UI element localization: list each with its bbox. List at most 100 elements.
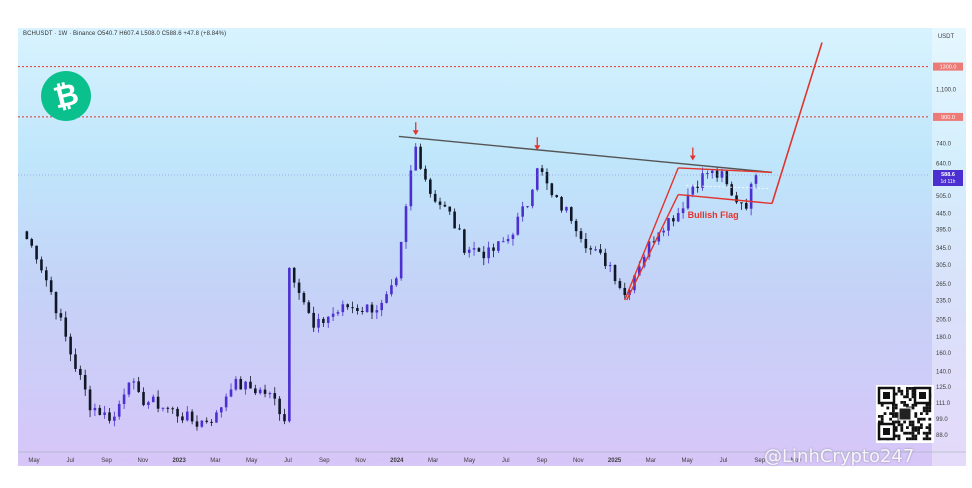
y-tick-label: 265.0 — [936, 282, 952, 288]
candle-body — [326, 316, 330, 323]
candle-body — [487, 247, 490, 259]
watermark: @LinhCrypto247 — [764, 446, 915, 467]
target-level-label: 900.0 — [941, 115, 955, 121]
y-tick-label: 505.0 — [936, 194, 952, 200]
candle-body — [604, 252, 607, 267]
price-chart: 1300.0 900.0 Bullish Flag USDT 1,100.0 740.… — [18, 28, 966, 466]
candle-body — [662, 230, 665, 233]
candle-body — [356, 307, 359, 311]
candle-body — [667, 218, 670, 231]
x-tick-label: Jul — [720, 458, 728, 464]
candle-body — [122, 394, 126, 404]
candle-body — [710, 170, 714, 174]
candle-body — [185, 411, 189, 421]
candle-body — [54, 292, 58, 314]
flag-upper-line — [678, 167, 773, 174]
candle-body — [195, 421, 199, 427]
candle-body — [59, 313, 63, 318]
candle-body — [69, 336, 72, 355]
x-tick-label: May — [681, 458, 692, 464]
x-tick-label: Sep — [537, 458, 548, 464]
candle-body — [754, 175, 758, 184]
x-tick-label: Jul — [502, 458, 510, 464]
candle-body — [715, 170, 719, 178]
candle-body — [497, 241, 500, 251]
candle-body — [701, 173, 704, 188]
x-tick-label: Sep — [319, 458, 330, 464]
candle-body — [531, 189, 534, 207]
candle-body — [137, 381, 140, 392]
y-tick-label: 345.0 — [936, 246, 952, 252]
candle-body — [555, 195, 559, 198]
candle-body — [501, 241, 505, 243]
candle-body — [234, 378, 238, 390]
candle-body — [744, 202, 748, 209]
candle-body — [370, 304, 374, 313]
candle-body — [156, 396, 160, 409]
x-tick-label: Mar — [210, 458, 220, 464]
candle-body — [40, 259, 43, 271]
candle-body — [696, 186, 699, 188]
candle-body — [254, 388, 257, 394]
candle-countdown-label: 1d 11h — [941, 179, 956, 185]
candle-body — [569, 207, 573, 221]
candle-body — [516, 216, 520, 235]
x-tick-label: May — [464, 458, 475, 464]
chart-panel[interactable]: BCHUSDT · 1W · Binance O540.7 H607.4 L50… — [18, 28, 966, 466]
candle-body — [117, 403, 121, 417]
down-arrow-head — [412, 130, 419, 136]
y-tick-label: 99.0 — [936, 417, 948, 423]
y-tick-label: 305.0 — [936, 263, 952, 269]
x-tick-label: Nov — [138, 458, 149, 464]
candle-body — [735, 195, 738, 203]
candle-body — [375, 310, 379, 313]
qr-code-icon — [876, 385, 934, 443]
candle-body — [297, 282, 301, 293]
candle-body — [429, 179, 432, 194]
candle-body — [419, 146, 422, 169]
candle-body — [589, 248, 593, 250]
x-tick-label: 2024 — [390, 458, 404, 464]
candle-body — [64, 317, 68, 337]
candle-body — [492, 247, 495, 251]
candle-body — [579, 231, 583, 239]
bullish-flag-label: Bullish Flag — [688, 210, 739, 220]
candle-body — [535, 168, 539, 190]
candle-body — [506, 238, 510, 242]
candle-body — [521, 206, 524, 217]
candle-body — [594, 249, 597, 251]
candle-body — [151, 396, 155, 403]
candle-body — [317, 318, 320, 328]
candle-body — [35, 245, 38, 260]
x-tick-label: Sep — [101, 458, 112, 464]
candle-body — [351, 307, 354, 309]
last-price-label: 588.6 — [941, 172, 955, 178]
candle-body — [229, 389, 233, 397]
candle-body — [273, 393, 277, 399]
candle-body — [210, 421, 213, 423]
symbol-label: BCHUSDT · 1W · Binance — [23, 31, 96, 37]
y-tick-label: 140.0 — [936, 369, 952, 375]
candle-body — [283, 414, 286, 422]
x-tick-label: Jul — [284, 458, 292, 464]
candle-body — [147, 402, 150, 406]
y-tick-label: 445.0 — [936, 211, 952, 217]
candle-body — [472, 248, 476, 250]
candle-body — [458, 228, 461, 230]
candle-body — [93, 407, 97, 411]
candle-body — [258, 389, 262, 394]
candle-body — [448, 206, 452, 212]
candle-body — [181, 416, 184, 421]
candle-body — [249, 381, 252, 389]
x-tick-label: Mar — [428, 458, 438, 464]
candle-body — [453, 211, 456, 229]
candle-body — [720, 171, 724, 178]
x-tick-label: May — [28, 458, 39, 464]
candle-body — [83, 374, 87, 390]
flagpole-line-left — [624, 167, 679, 301]
candle-body — [45, 270, 48, 281]
x-tick-label: May — [246, 458, 257, 464]
x-tick-label: Sep — [754, 458, 765, 464]
x-tick-label: 2025 — [608, 458, 622, 464]
candle-body — [132, 381, 136, 383]
